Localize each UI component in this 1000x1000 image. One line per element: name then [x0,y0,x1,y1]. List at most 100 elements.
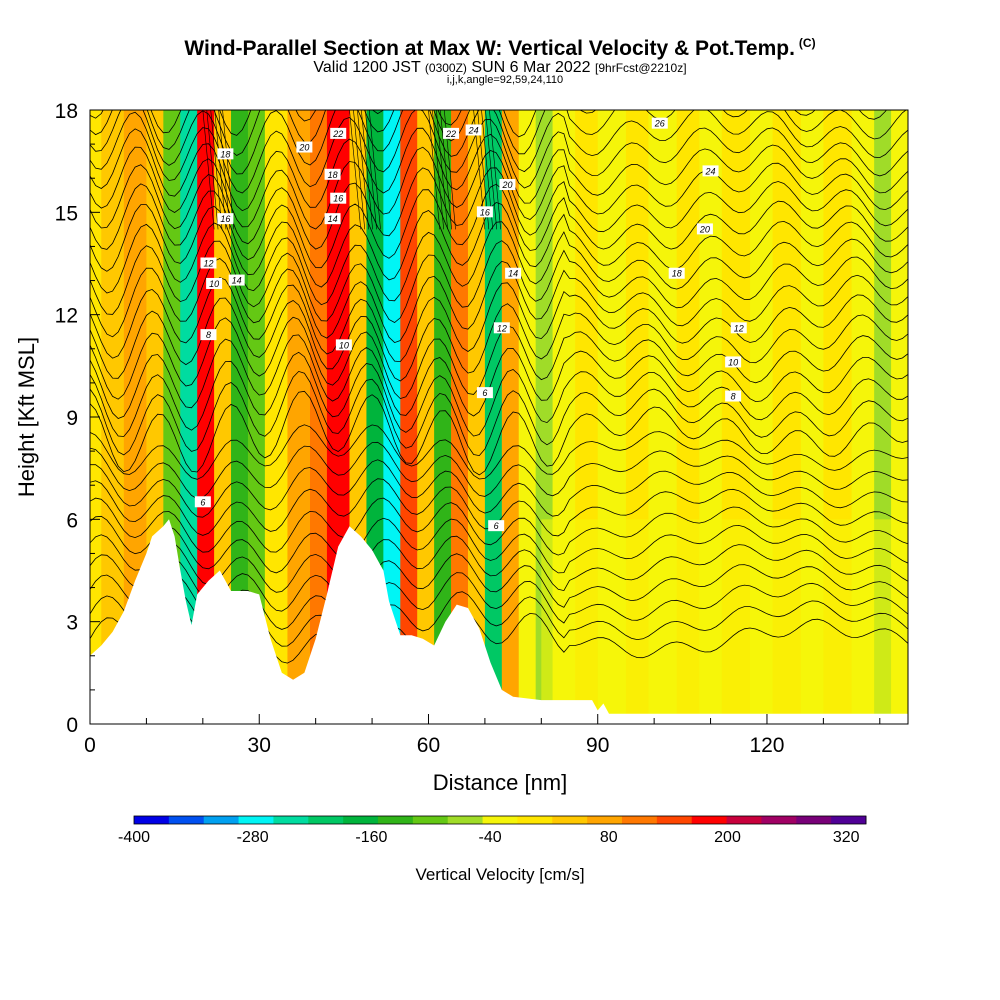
velocity-band [518,110,537,724]
contour-label-bg [330,192,347,204]
contour-label: 14 [505,267,522,279]
hatch-line [361,110,373,230]
contour-label: 10 [335,339,352,351]
theta-contour [90,110,907,156]
hatch-line [222,110,235,230]
contour-label: 20 [296,141,313,153]
contour-label: 8 [725,390,742,402]
contour-label-text: 6 [482,388,487,398]
hatch-line [206,110,219,230]
contour-label: 6 [476,387,493,399]
hatch-line [210,110,223,230]
hatch-line [214,110,227,230]
colorbar-swatch [238,816,274,824]
contour-label-bg [725,390,742,402]
copyright-tag: (C) [798,36,816,50]
theta-contour [90,316,908,400]
y-tick-label: 18 [55,100,78,123]
colorbar-title: Vertical Velocity [cm/s] [415,865,584,884]
contour-label-text: 6 [494,521,499,531]
colorbar-swatch [656,816,693,824]
contour-label-text: 14 [232,276,242,286]
colorbar-swatch [378,816,414,824]
contour-label: 24 [465,124,482,136]
contour-label-text: 14 [508,269,518,279]
hatch-line [489,110,501,230]
contour-label: 18 [217,148,234,160]
contour-label-text: 26 [654,119,665,129]
valid-time: Valid 1200 JST [313,59,421,76]
contour-label: 16 [330,192,347,204]
x-axis-ticks: 0 30 60 90 120 [84,714,881,757]
theta-contour [90,370,908,457]
contour-label: 24 [702,165,719,177]
colorbar-tick-label: -160 [355,829,387,846]
theta-contour [90,534,908,593]
contour-label-text: 12 [203,259,213,269]
colorbar-tick-label: 80 [600,829,618,846]
contour-label: 6 [488,520,505,532]
contour-label-text: 10 [728,357,738,367]
contour-label-text: 10 [209,279,219,289]
contour-label: 12 [493,322,510,334]
contour-label-bg [730,322,747,334]
colorbar-swatch [343,816,379,824]
hatch-line [368,110,381,230]
colorbar-swatch [831,816,867,824]
velocity-band [310,110,328,724]
contour-label-bg [206,277,223,289]
velocity-band [400,110,419,724]
y-tick-label: 6 [66,509,78,532]
contour-label-bg [488,520,505,532]
contour-label-bg [499,179,516,191]
contour-label-text: 16 [220,214,230,224]
velocity-band [247,110,266,724]
contour-label-bg [443,127,460,139]
hatch-line [218,110,231,230]
y-axis-ticks: 0 3 6 9 12 15 18 [55,100,100,737]
theta-contour [90,334,908,419]
theta-contour [90,221,908,306]
contour-label-bg [702,165,719,177]
velocity-band [287,110,312,724]
valid-time-utc: (0300Z) [424,61,467,75]
hatch-line [353,110,366,230]
theta-contour [90,240,908,323]
contour-label-bg [335,339,352,351]
colorbar-tick-label: -280 [237,829,269,846]
x-axis-title: Distance [nm] [433,770,568,795]
contour-label: 10 [206,277,223,289]
chart-header: Wind-Parallel Section at Max W: Vertical… [0,36,1000,86]
hatch-line [357,110,369,230]
contour-label: 16 [217,213,234,225]
section-params: i,j,k,angle=92,59,24,110 [446,74,564,86]
contour-label: 14 [324,213,341,225]
hatch-line [436,110,448,230]
contour-label: 20 [696,223,713,235]
contour-label-bg [324,168,341,180]
theta-contour [90,164,908,250]
theta-contour [90,390,908,476]
contour-label-text: 14 [328,214,338,224]
x-tick-label: 60 [417,734,440,757]
contour-label: 10 [725,356,742,368]
hatch-line [202,110,215,230]
theta-contours [90,110,908,667]
contour-label-text: 22 [445,129,456,139]
theta-contour [90,515,908,574]
velocity-band [501,110,520,724]
colorbar-tick-labels: -400 -280 -160 -40 80 200 320 [118,829,860,846]
contour-label-text: 24 [468,125,479,135]
contour-label-bg [696,223,713,235]
x-tick-label: 90 [586,734,609,757]
valid-date: SUN 6 Mar 2022 [471,59,591,76]
theta-contour [90,110,887,138]
contour-label-bg [330,127,347,139]
theta-contour [90,201,908,288]
contour-label: 22 [443,127,460,139]
contour-label-bg [505,267,522,279]
contour-label-text: 20 [298,143,309,153]
contour-label: 16 [476,206,493,218]
contour-label-bg [493,322,510,334]
contour-label-text: 22 [332,129,343,139]
